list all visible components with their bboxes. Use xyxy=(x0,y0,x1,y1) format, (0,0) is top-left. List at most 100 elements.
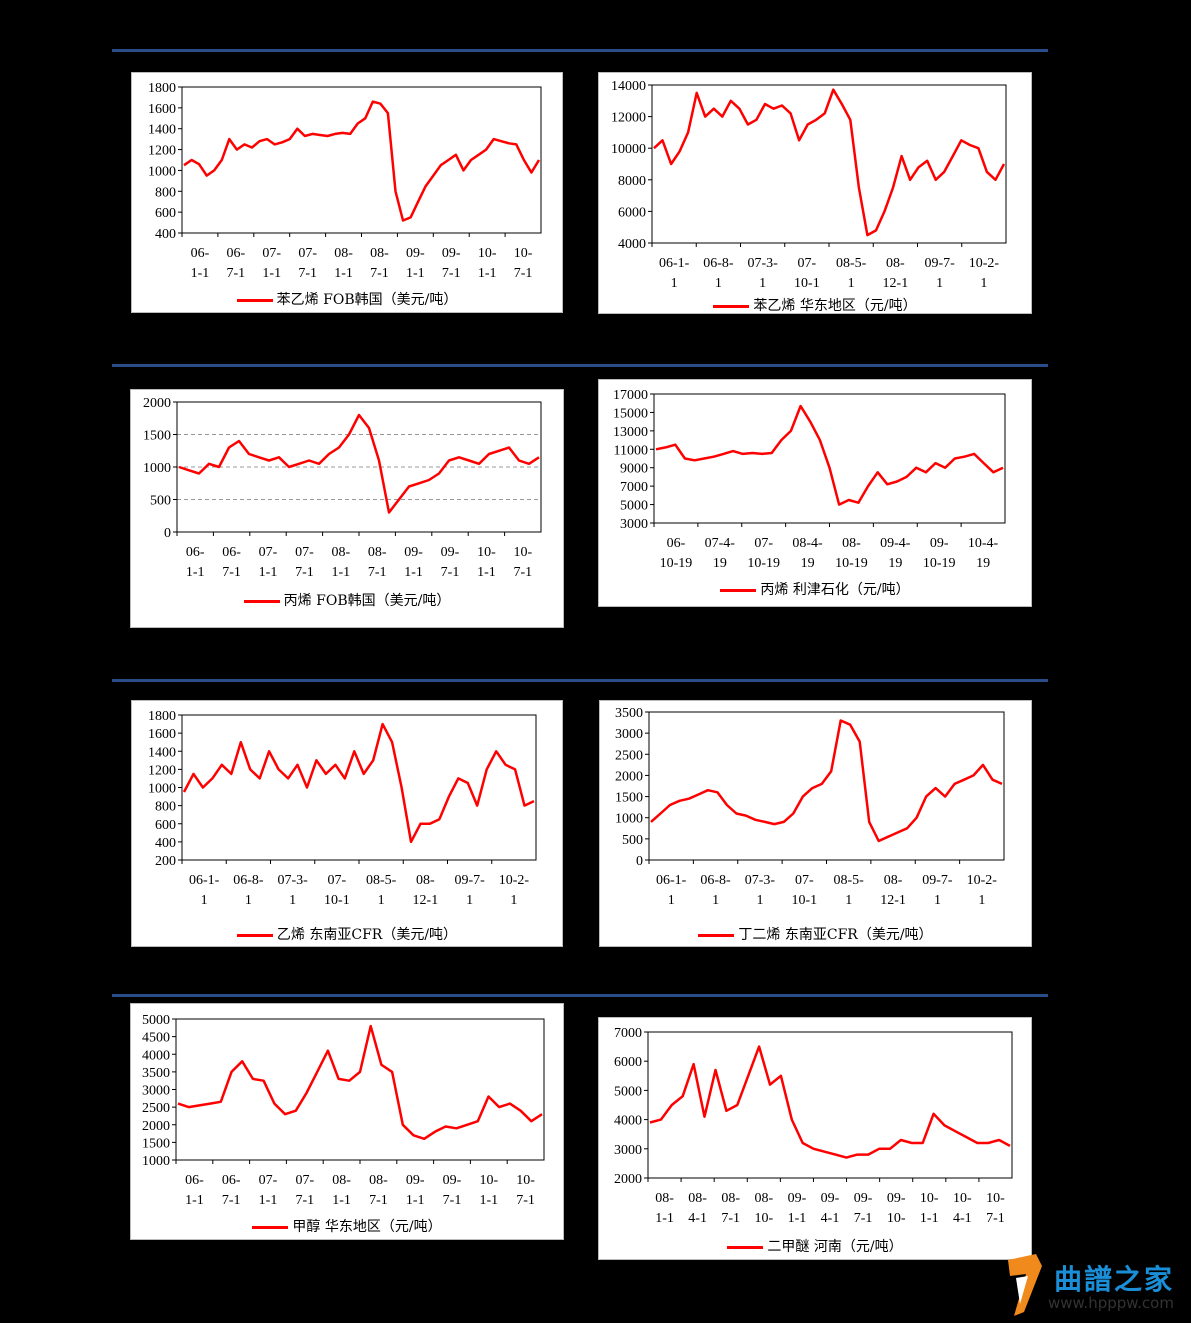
y-tick-label: 1600 xyxy=(148,727,176,742)
chart-legend: 丙烯 FOB韩国（美元/吨） xyxy=(131,590,563,610)
x-tick-label: 09-7-1 xyxy=(454,873,485,908)
legend-label: 丙烯 FOB韩国（美元/吨） xyxy=(283,593,451,609)
x-tick-label: 07-10-1 xyxy=(791,873,817,908)
legend-label: 乙烯 东南亚CFR（美元/吨） xyxy=(276,927,458,943)
chart-legend: 乙烯 东南亚CFR（美元/吨） xyxy=(132,924,562,944)
x-tick-label: 08-7-1 xyxy=(368,545,387,580)
x-tick-label: 06-1-1 xyxy=(656,873,687,908)
y-tick-label: 1400 xyxy=(148,123,176,138)
chart-panel-3: 0 500 1000 1500 2000 06-1-1 06-7-1 07-1-1 07-7-1… xyxy=(130,389,564,628)
y-tick-label: 2000 xyxy=(614,1172,642,1187)
x-tick-label: 06-7-1 xyxy=(227,246,246,281)
x-tick-label: 09-7-1 xyxy=(922,873,953,908)
y-tick-label: 1600 xyxy=(148,102,176,117)
logo-url[interactable]: www.hpppw.com xyxy=(1048,1294,1174,1312)
x-tick-label: 09-4-1 xyxy=(821,1191,840,1226)
chart-panel-6: 0 500 1000 1500 2000 2500 3000 3500 06-1-1 06-8-1… xyxy=(599,700,1032,947)
chart-svg: 4000 6000 8000 10000 12000 14000 06-1-1 06-8-1 0… xyxy=(611,79,1007,291)
site-logo[interactable]: 曲譜之家 www.hpppw.com xyxy=(1002,1252,1187,1318)
plot-area xyxy=(181,86,542,234)
legend-swatch xyxy=(236,298,273,302)
y-tick-label: 12000 xyxy=(611,111,646,126)
series-line xyxy=(183,100,541,222)
y-tick-label: 1000 xyxy=(148,782,176,797)
x-tick-label: 10-2-1 xyxy=(969,256,1000,291)
y-tick-label: 1500 xyxy=(142,1136,170,1151)
y-tick-label: 400 xyxy=(155,836,176,851)
y-tick-label: 17000 xyxy=(613,388,648,403)
y-tick-label: 1500 xyxy=(615,791,643,806)
legend-swatch xyxy=(727,1245,764,1249)
y-tick-label: 1500 xyxy=(143,429,171,444)
series-line xyxy=(650,719,1003,843)
x-tick-label: 07-10-19 xyxy=(747,536,780,571)
logo-text: 曲譜之家 xyxy=(1054,1263,1175,1296)
y-tick-label: 15000 xyxy=(613,406,648,421)
plot-area xyxy=(648,711,1005,861)
y-tick-label: 1800 xyxy=(148,81,176,96)
y-tick-label: 0 xyxy=(636,854,643,869)
plot-area xyxy=(647,1031,1013,1179)
y-tick-label: 1400 xyxy=(148,745,176,760)
chart-panel-2: 4000 6000 8000 10000 12000 14000 06-1-1 06-8-1 0… xyxy=(598,72,1032,314)
y-tick-label: 4000 xyxy=(142,1048,170,1063)
x-tick-label: 10-4-1 xyxy=(953,1191,972,1226)
x-tick-label: 09-1-1 xyxy=(788,1191,807,1226)
x-tick-label: 08-10-19 xyxy=(835,536,868,571)
y-tick-label: 3000 xyxy=(142,1084,170,1099)
x-tick-label: 06-1-1 xyxy=(185,1173,204,1208)
x-tick-label: 10-1-1 xyxy=(477,545,496,580)
chart-legend: 苯乙烯 FOB韩国（美元/吨） xyxy=(132,289,562,309)
legend-swatch xyxy=(720,588,757,592)
y-tick-label: 3500 xyxy=(615,706,643,721)
legend-swatch xyxy=(698,933,735,937)
chart-panel-1: 400 600 800 1000 1200 1400 1600 1800 06-1-1 06-7-… xyxy=(131,72,563,313)
legend-swatch xyxy=(243,599,280,603)
x-tick-label: 08-5-1 xyxy=(834,873,865,908)
y-tick-label: 1200 xyxy=(148,144,176,159)
y-tick-label: 0 xyxy=(164,526,171,541)
chart-panel-7: 1000 1500 2000 2500 3000 3500 4000 4500 5000 06-1… xyxy=(130,1003,564,1240)
section-rule-2 xyxy=(112,364,1048,367)
x-tick-label: 08-5-1 xyxy=(836,256,867,291)
y-tick-label: 7000 xyxy=(614,1026,642,1041)
x-tick-label: 07-1-1 xyxy=(259,545,278,580)
x-tick-label: 09-1-1 xyxy=(404,545,423,580)
legend-swatch xyxy=(713,304,750,308)
x-tick-label: 10-7-1 xyxy=(514,246,533,281)
chart-panel-4: 3000 5000 7000 9000 11000 13000 15000 17000 06-1… xyxy=(598,379,1032,607)
chart-legend: 丁二烯 东南亚CFR（美元/吨） xyxy=(600,924,1031,944)
y-tick-label: 2000 xyxy=(142,1119,170,1134)
y-tick-label: 3000 xyxy=(615,727,643,742)
x-tick-label: 07-3-1 xyxy=(747,256,778,291)
x-tick-label: 08-12-1 xyxy=(880,873,906,908)
x-tick-label: 06-7-1 xyxy=(222,545,241,580)
x-tick-label: 09-1-1 xyxy=(406,246,425,281)
chart-svg: 400 600 800 1000 1200 1400 1600 1800 06-1-1 06-7-… xyxy=(148,81,542,281)
y-tick-label: 4000 xyxy=(614,1114,642,1129)
y-tick-label: 3000 xyxy=(614,1143,642,1158)
x-tick-label: 10-2-1 xyxy=(967,873,998,908)
y-tick-label: 13000 xyxy=(613,425,648,440)
chart-legend: 苯乙烯 华东地区（元/吨） xyxy=(599,295,1031,315)
x-tick-label: 08-4-19 xyxy=(792,536,823,571)
plot-area xyxy=(651,84,1007,244)
x-tick-label: 08-12-1 xyxy=(413,873,439,908)
y-tick-label: 2000 xyxy=(615,769,643,784)
x-tick-label: 07-3-1 xyxy=(745,873,776,908)
x-tick-label: 08-1-1 xyxy=(332,1173,351,1208)
chart-svg: 3000 5000 7000 9000 11000 13000 15000 17000 06-1… xyxy=(613,388,1006,571)
x-tick-label: 06-1-1 xyxy=(191,246,210,281)
x-tick-label: 07-3-1 xyxy=(277,873,308,908)
y-tick-label: 6000 xyxy=(614,1055,642,1070)
legend-label: 丁二烯 东南亚CFR（美元/吨） xyxy=(738,927,933,943)
x-tick-label: 06-8-1 xyxy=(700,873,731,908)
y-tick-label: 9000 xyxy=(620,462,648,477)
x-tick-label: 09-1-1 xyxy=(406,1173,425,1208)
y-tick-label: 1200 xyxy=(148,763,176,778)
legend-swatch xyxy=(252,1225,289,1229)
chart-legend: 丙烯 利津石化（元/吨） xyxy=(599,579,1031,599)
x-tick-label: 10-2-1 xyxy=(499,873,530,908)
x-tick-label: 08-1-1 xyxy=(655,1191,674,1226)
y-tick-label: 8000 xyxy=(618,174,646,189)
